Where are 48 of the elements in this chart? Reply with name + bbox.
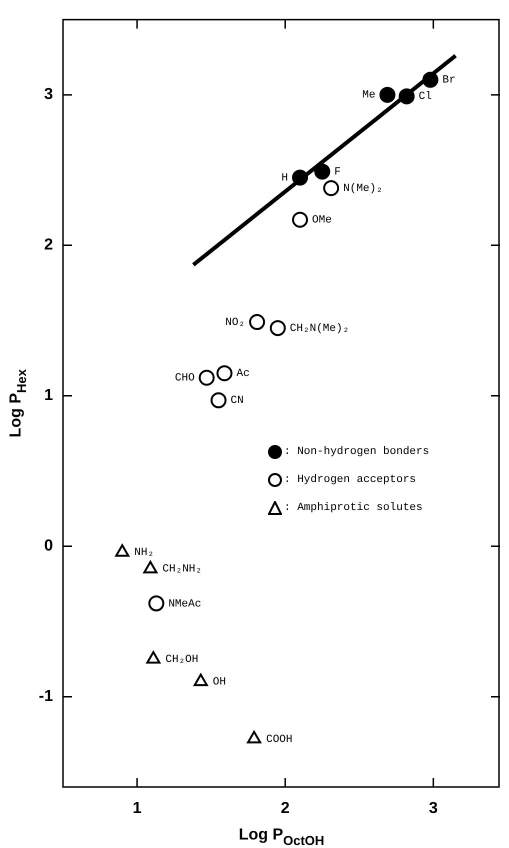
annotation: NO₂ [225,316,246,329]
y-tick-label: 3 [44,86,54,104]
x-tick-label: 2 [280,800,290,818]
point [115,544,130,557]
point [292,212,308,228]
annotation: CH₂N(Me)₂ [290,322,350,335]
annotation: Ac [236,368,250,380]
point [314,164,330,180]
point [146,651,160,664]
point [249,314,266,330]
point [398,88,415,104]
x-tick-label: 1 [132,800,142,818]
point [270,320,286,336]
y-tick-label: 0 [44,538,54,555]
point [143,560,158,574]
y-tick-label: 2 [44,236,54,254]
y-tick-label: 1 [44,387,54,404]
annotation: COOH [266,734,292,746]
point [198,370,215,386]
point [216,365,232,382]
annotation: Me [362,90,376,102]
annotation: H [281,172,288,184]
annotation: Br [442,74,456,87]
point [422,72,438,88]
annotation: CN [230,395,244,408]
y-axis-title: Log PHex [7,368,29,438]
point [210,392,227,408]
annotation: F [334,166,341,178]
point [247,730,262,744]
annotation: NMeAc [168,598,202,610]
point [323,180,340,196]
annotation: OMe [312,214,332,227]
x-tick-label: 3 [428,800,438,818]
legend-label: : Hydrogen acceptors [284,474,416,486]
annotation: CHO [174,372,196,385]
annotation: N(Me)₂ [343,183,383,196]
annotation: CH₂NH₂ [162,564,202,576]
legend-label: : Non-hydrogen bonders [284,446,430,458]
annotation: Cl [418,91,432,104]
point [379,86,396,103]
annotation: CH₂OH [165,654,198,666]
annotation: OH [212,676,226,689]
point [292,170,308,186]
y-tick-label: -1 [38,688,54,706]
annotation: NH₂ [134,547,154,560]
legend-label: : Amphiprotic solutes [284,502,423,514]
point [194,674,208,686]
point [148,595,164,612]
